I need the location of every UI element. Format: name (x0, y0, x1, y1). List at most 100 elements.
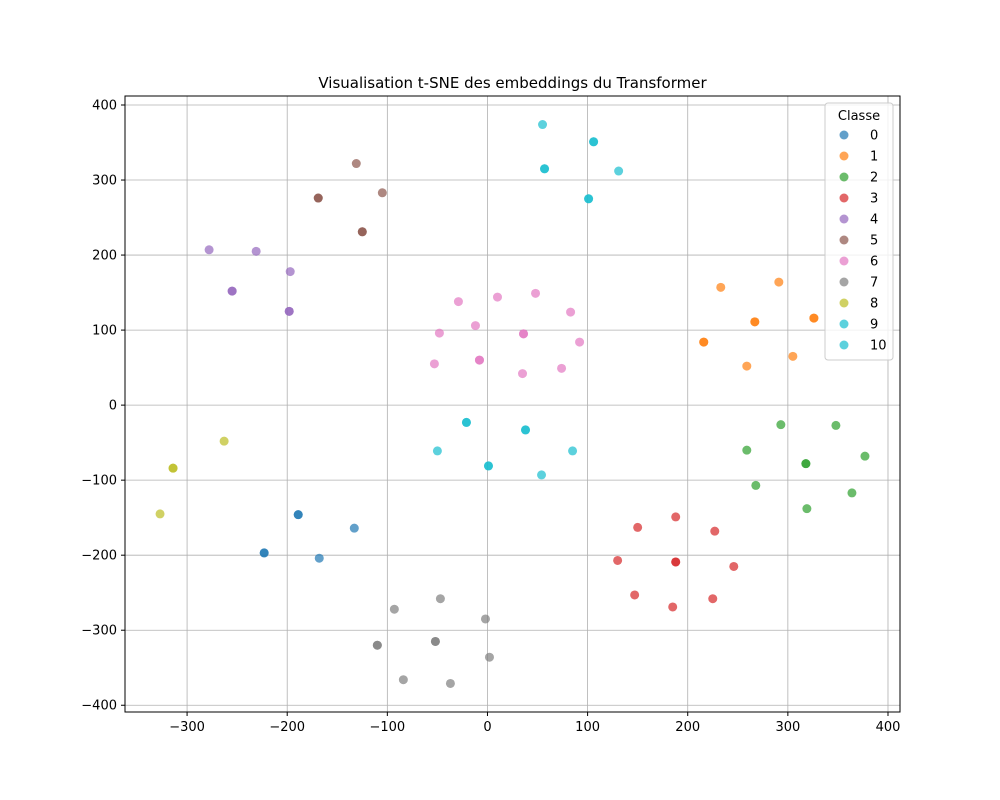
data-point-class-5 (313, 193, 323, 203)
data-point-class-1 (699, 337, 709, 347)
legend-label-class-2: 2 (870, 171, 878, 186)
y-tick-label: −400 (81, 699, 117, 714)
legend-marker-class-4 (839, 214, 849, 224)
data-point-class-9 (483, 461, 493, 471)
legend-label-class-9: 9 (870, 318, 878, 333)
x-tick-label: −300 (169, 720, 205, 735)
plot-area: −300 −200 −100 0 100 200 300 400−400−300−200−10… (81, 95, 901, 735)
data-point-class-7 (430, 636, 440, 646)
data-point-class-5 (351, 159, 361, 169)
data-point-class-6 (557, 363, 567, 373)
data-point-class-7 (435, 594, 445, 604)
data-point-class-0 (293, 510, 303, 520)
legend-marker-class-0 (839, 130, 849, 140)
data-point-class-7 (389, 604, 399, 614)
data-point-class-6 (575, 337, 585, 347)
data-point-class-7 (372, 640, 382, 650)
legend-label-class-3: 3 (870, 192, 878, 207)
data-point-class-4 (285, 267, 295, 277)
data-point-class-1 (788, 351, 798, 361)
data-point-class-10 (589, 137, 599, 147)
data-point-class-9 (537, 470, 547, 480)
data-point-class-3 (708, 594, 718, 604)
y-tick-label: 400 (92, 99, 117, 114)
data-point-class-2 (776, 420, 786, 430)
legend-label-class-6: 6 (870, 255, 878, 270)
data-point-class-6 (566, 307, 576, 317)
legend-label-class-0: 0 (870, 129, 878, 144)
y-tick-label: 200 (92, 249, 117, 264)
data-point-class-8 (168, 463, 178, 473)
legend-label-class-5: 5 (870, 234, 878, 249)
legend-label-class-1: 1 (870, 150, 878, 165)
data-point-class-1 (716, 282, 726, 292)
data-point-class-8 (155, 509, 165, 519)
data-point-class-3 (668, 602, 678, 612)
legend-label-class-4: 4 (870, 213, 878, 228)
data-point-class-0 (259, 548, 269, 558)
legend-marker-class-6 (839, 256, 849, 266)
data-point-class-7 (484, 652, 494, 662)
data-point-class-2 (801, 459, 811, 469)
data-point-class-7 (480, 614, 490, 624)
data-point-class-7 (398, 675, 408, 685)
data-point-class-9 (432, 446, 442, 456)
x-tick-label: 0 (483, 720, 491, 735)
legend-marker-class-1 (839, 151, 849, 161)
data-point-class-0 (314, 553, 324, 563)
data-point-class-6 (429, 359, 439, 369)
data-point-class-6 (474, 355, 484, 365)
legend-label-class-7: 7 (870, 276, 878, 291)
x-tick-label: 400 (876, 720, 901, 735)
data-point-class-6 (518, 369, 528, 379)
y-tick-label: 300 (92, 174, 117, 189)
data-point-class-8 (219, 436, 229, 446)
data-point-class-4 (284, 306, 294, 316)
data-point-class-6 (492, 292, 502, 302)
x-tick-label: 200 (675, 720, 700, 735)
data-point-class-10 (584, 194, 594, 204)
data-point-class-6 (434, 328, 444, 338)
data-point-class-1 (774, 277, 784, 287)
legend-marker-class-3 (839, 193, 849, 203)
data-point-class-5 (377, 188, 387, 198)
data-point-class-9 (521, 425, 531, 435)
data-point-class-2 (847, 488, 857, 498)
data-point-class-2 (860, 451, 870, 461)
data-point-class-4 (227, 286, 237, 296)
data-point-class-10 (540, 164, 550, 174)
legend-marker-class-9 (839, 319, 849, 329)
data-point-class-1 (809, 313, 819, 323)
data-point-class-1 (750, 317, 760, 327)
legend-marker-class-8 (839, 298, 849, 308)
legend-label-class-8: 8 (870, 297, 878, 312)
legend-title: Classe (838, 109, 880, 124)
y-tick-label: 100 (92, 324, 117, 339)
data-point-class-6 (453, 297, 463, 307)
data-point-class-3 (671, 557, 681, 567)
data-point-class-9 (461, 417, 471, 427)
data-point-class-5 (357, 227, 367, 237)
data-point-class-6 (470, 321, 480, 331)
x-tick-label: 300 (775, 720, 800, 735)
y-tick-label: 0 (109, 399, 117, 414)
data-point-class-3 (729, 561, 739, 571)
data-point-class-3 (613, 555, 623, 565)
data-point-class-6 (531, 288, 541, 298)
axes-frame (124, 95, 901, 713)
x-tick-label: −100 (369, 720, 405, 735)
x-tick-label: −200 (269, 720, 305, 735)
legend-marker-class-7 (839, 277, 849, 287)
data-point-class-2 (742, 445, 752, 455)
data-point-class-2 (802, 504, 812, 514)
legend: Classe 0 1 2 3 4 5 6 7 8 9 10 (824, 102, 894, 361)
data-point-class-9 (568, 446, 578, 456)
data-point-class-3 (633, 522, 643, 532)
data-point-class-6 (519, 329, 529, 339)
legend-label-class-10: 10 (870, 339, 887, 354)
data-point-class-10 (614, 166, 624, 176)
data-point-class-3 (671, 512, 681, 522)
data-point-class-0 (349, 523, 359, 533)
data-point-class-4 (251, 246, 261, 256)
